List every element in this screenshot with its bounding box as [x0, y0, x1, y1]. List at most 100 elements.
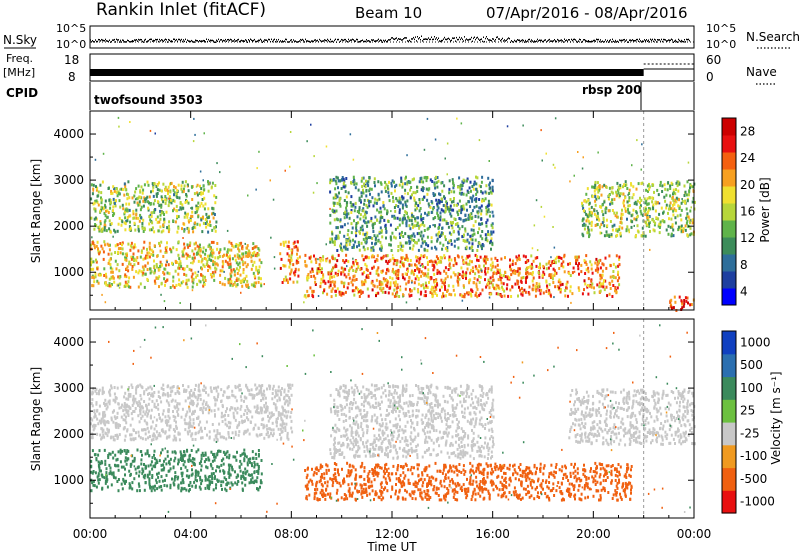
echo-cell [436, 281, 438, 285]
echo-cell [446, 207, 449, 211]
echo-cell [605, 285, 608, 289]
echo-cell [675, 209, 678, 213]
noise-sample [283, 41, 284, 43]
echo-cell [487, 208, 490, 212]
noise-sample [188, 40, 189, 42]
noise-sample [276, 39, 277, 41]
echo-cell [370, 216, 373, 220]
echo-cell [381, 216, 384, 219]
echo-cell [182, 222, 185, 226]
echo-cell [295, 259, 298, 263]
echo-cell [247, 194, 249, 197]
echo-cell [658, 212, 661, 216]
noise-sample [467, 39, 468, 41]
echo-cell [437, 216, 440, 220]
echo-cell [444, 277, 447, 281]
echo-cell [462, 284, 465, 288]
echo-cell [294, 267, 297, 271]
echo-cell [253, 260, 256, 264]
echo-cell [136, 201, 139, 205]
echo-cell [155, 185, 158, 188]
noise-sample [385, 39, 386, 42]
echo-cell [174, 186, 177, 190]
noise-sample [548, 39, 549, 41]
echo-cell [406, 180, 409, 184]
echo-cell [474, 220, 477, 224]
noise-sample [382, 41, 383, 43]
echo-cell [606, 224, 609, 228]
echo-cell [622, 192, 625, 196]
echo-cell [319, 258, 322, 262]
echo-cell [209, 247, 212, 251]
echo-cell [124, 208, 127, 212]
echo-cell [660, 206, 663, 210]
noise-sample [662, 40, 663, 43]
echo-cell [289, 165, 291, 168]
echo-cell [363, 270, 366, 274]
echo-cell [90, 459, 93, 463]
echo-cell [333, 201, 336, 205]
echo-cell [597, 151, 599, 154]
echo-cell [104, 459, 107, 463]
echo-cell [319, 281, 322, 285]
noise-sample [139, 39, 140, 41]
echo-cell [177, 253, 180, 257]
echo-cell [431, 292, 434, 296]
echo-cell [628, 199, 631, 203]
echo-cell [512, 271, 515, 275]
noise-sample [174, 38, 175, 41]
echo-cell [385, 183, 388, 187]
echo-cell [433, 272, 436, 276]
noise-sample [387, 40, 388, 42]
echo-cell [399, 201, 402, 205]
echo-cell [332, 178, 335, 182]
echo-cell [373, 234, 376, 238]
echo-cell [160, 203, 163, 207]
echo-cell [163, 459, 165, 463]
echo-cell [160, 263, 163, 267]
noise-sample [284, 40, 285, 42]
echo-cell [652, 207, 655, 211]
echo-cell [461, 184, 464, 187]
echo-cell [241, 452, 244, 456]
echo-cell [103, 226, 106, 230]
echo-cell [432, 224, 434, 227]
echo-cell [251, 456, 254, 460]
echo-cell [432, 264, 435, 267]
echo-cell [124, 258, 127, 262]
noise-sample [150, 38, 151, 41]
echo-cell [436, 237, 439, 241]
noise-sample [327, 38, 328, 41]
echo-cell [377, 291, 380, 295]
echo-cell [124, 456, 127, 460]
echo-cell [399, 247, 402, 251]
echo-cell [479, 292, 482, 296]
echo-cell [476, 210, 479, 214]
echo-cell [216, 247, 219, 251]
noise-sample [637, 38, 638, 41]
noise-sample [169, 39, 170, 41]
echo-cell [116, 194, 119, 198]
echo-cell [148, 245, 151, 249]
echo-cell [221, 269, 224, 273]
echo-cell [453, 229, 455, 233]
echo-cell [431, 285, 434, 289]
echo-cell [492, 230, 495, 234]
echo-cell [200, 460, 202, 464]
echo-cell [609, 275, 612, 279]
noise-sample [679, 39, 680, 42]
echo-cell [104, 281, 107, 285]
noise-sample [241, 39, 242, 42]
echo-cell [410, 263, 413, 267]
echo-cell [163, 277, 166, 281]
echo-cell [223, 247, 226, 251]
echo-cell [143, 476, 146, 480]
echo-cell [112, 209, 114, 213]
echo-cell [493, 286, 496, 290]
noise-sample [256, 40, 257, 43]
echo-cell [494, 265, 497, 269]
noise-sample [285, 38, 286, 41]
echo-cell [162, 200, 165, 204]
echo-cell [414, 277, 417, 281]
noise-sample [480, 38, 481, 41]
